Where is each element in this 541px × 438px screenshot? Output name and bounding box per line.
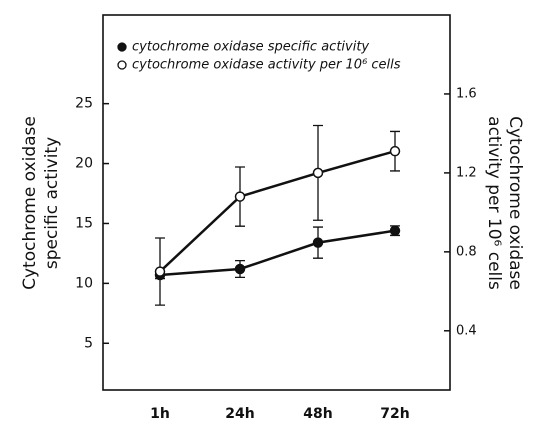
- y-tick-label: 5: [84, 335, 93, 351]
- y-label-line: specific activity: [42, 137, 62, 269]
- x-tick-label: 72h: [380, 406, 409, 422]
- y-tick-label: 20: [75, 156, 93, 172]
- legend-label: cytochrome oxidase specific activity: [132, 40, 369, 55]
- data-point: [234, 191, 246, 202]
- data-point: [389, 145, 401, 157]
- data-point: [234, 263, 246, 275]
- y2-label-line: Cytochrome oxidase: [505, 116, 525, 290]
- y-label-line: Cytochrome oxidase: [20, 116, 40, 290]
- x-tick-label: 48h: [303, 406, 332, 422]
- y-axis-label: Cytochrome oxidase specific activity: [20, 116, 62, 290]
- data-point: [312, 237, 324, 248]
- y2-tick-label: 1.6: [456, 86, 477, 101]
- legend-label: cytochrome oxidase activity per 10⁶ cell…: [132, 58, 401, 73]
- series-line: [159, 149, 396, 273]
- series-line: [159, 229, 396, 277]
- plot-frame: [102, 14, 451, 391]
- data-point: [312, 167, 324, 179]
- data-point: [389, 225, 401, 236]
- legend-marker: [117, 60, 127, 70]
- data-point: [154, 266, 166, 277]
- y2-axis-label: Cytochrome oxidase activity per 10⁶ cell…: [484, 116, 525, 290]
- y-tick-label: 15: [75, 215, 93, 231]
- y2-label-line: activity per 10⁶ cells: [484, 116, 504, 290]
- y2-tick-label: 1.2: [456, 165, 477, 180]
- y2-tick-label: 0.4: [456, 323, 477, 338]
- y2-tick-label: 0.8: [456, 244, 477, 259]
- x-tick-label: 1h: [150, 406, 170, 422]
- x-tick-label: 24h: [225, 406, 254, 422]
- legend-marker: [117, 42, 127, 52]
- y-tick-label: 10: [75, 275, 93, 291]
- y-tick-label: 25: [75, 96, 93, 112]
